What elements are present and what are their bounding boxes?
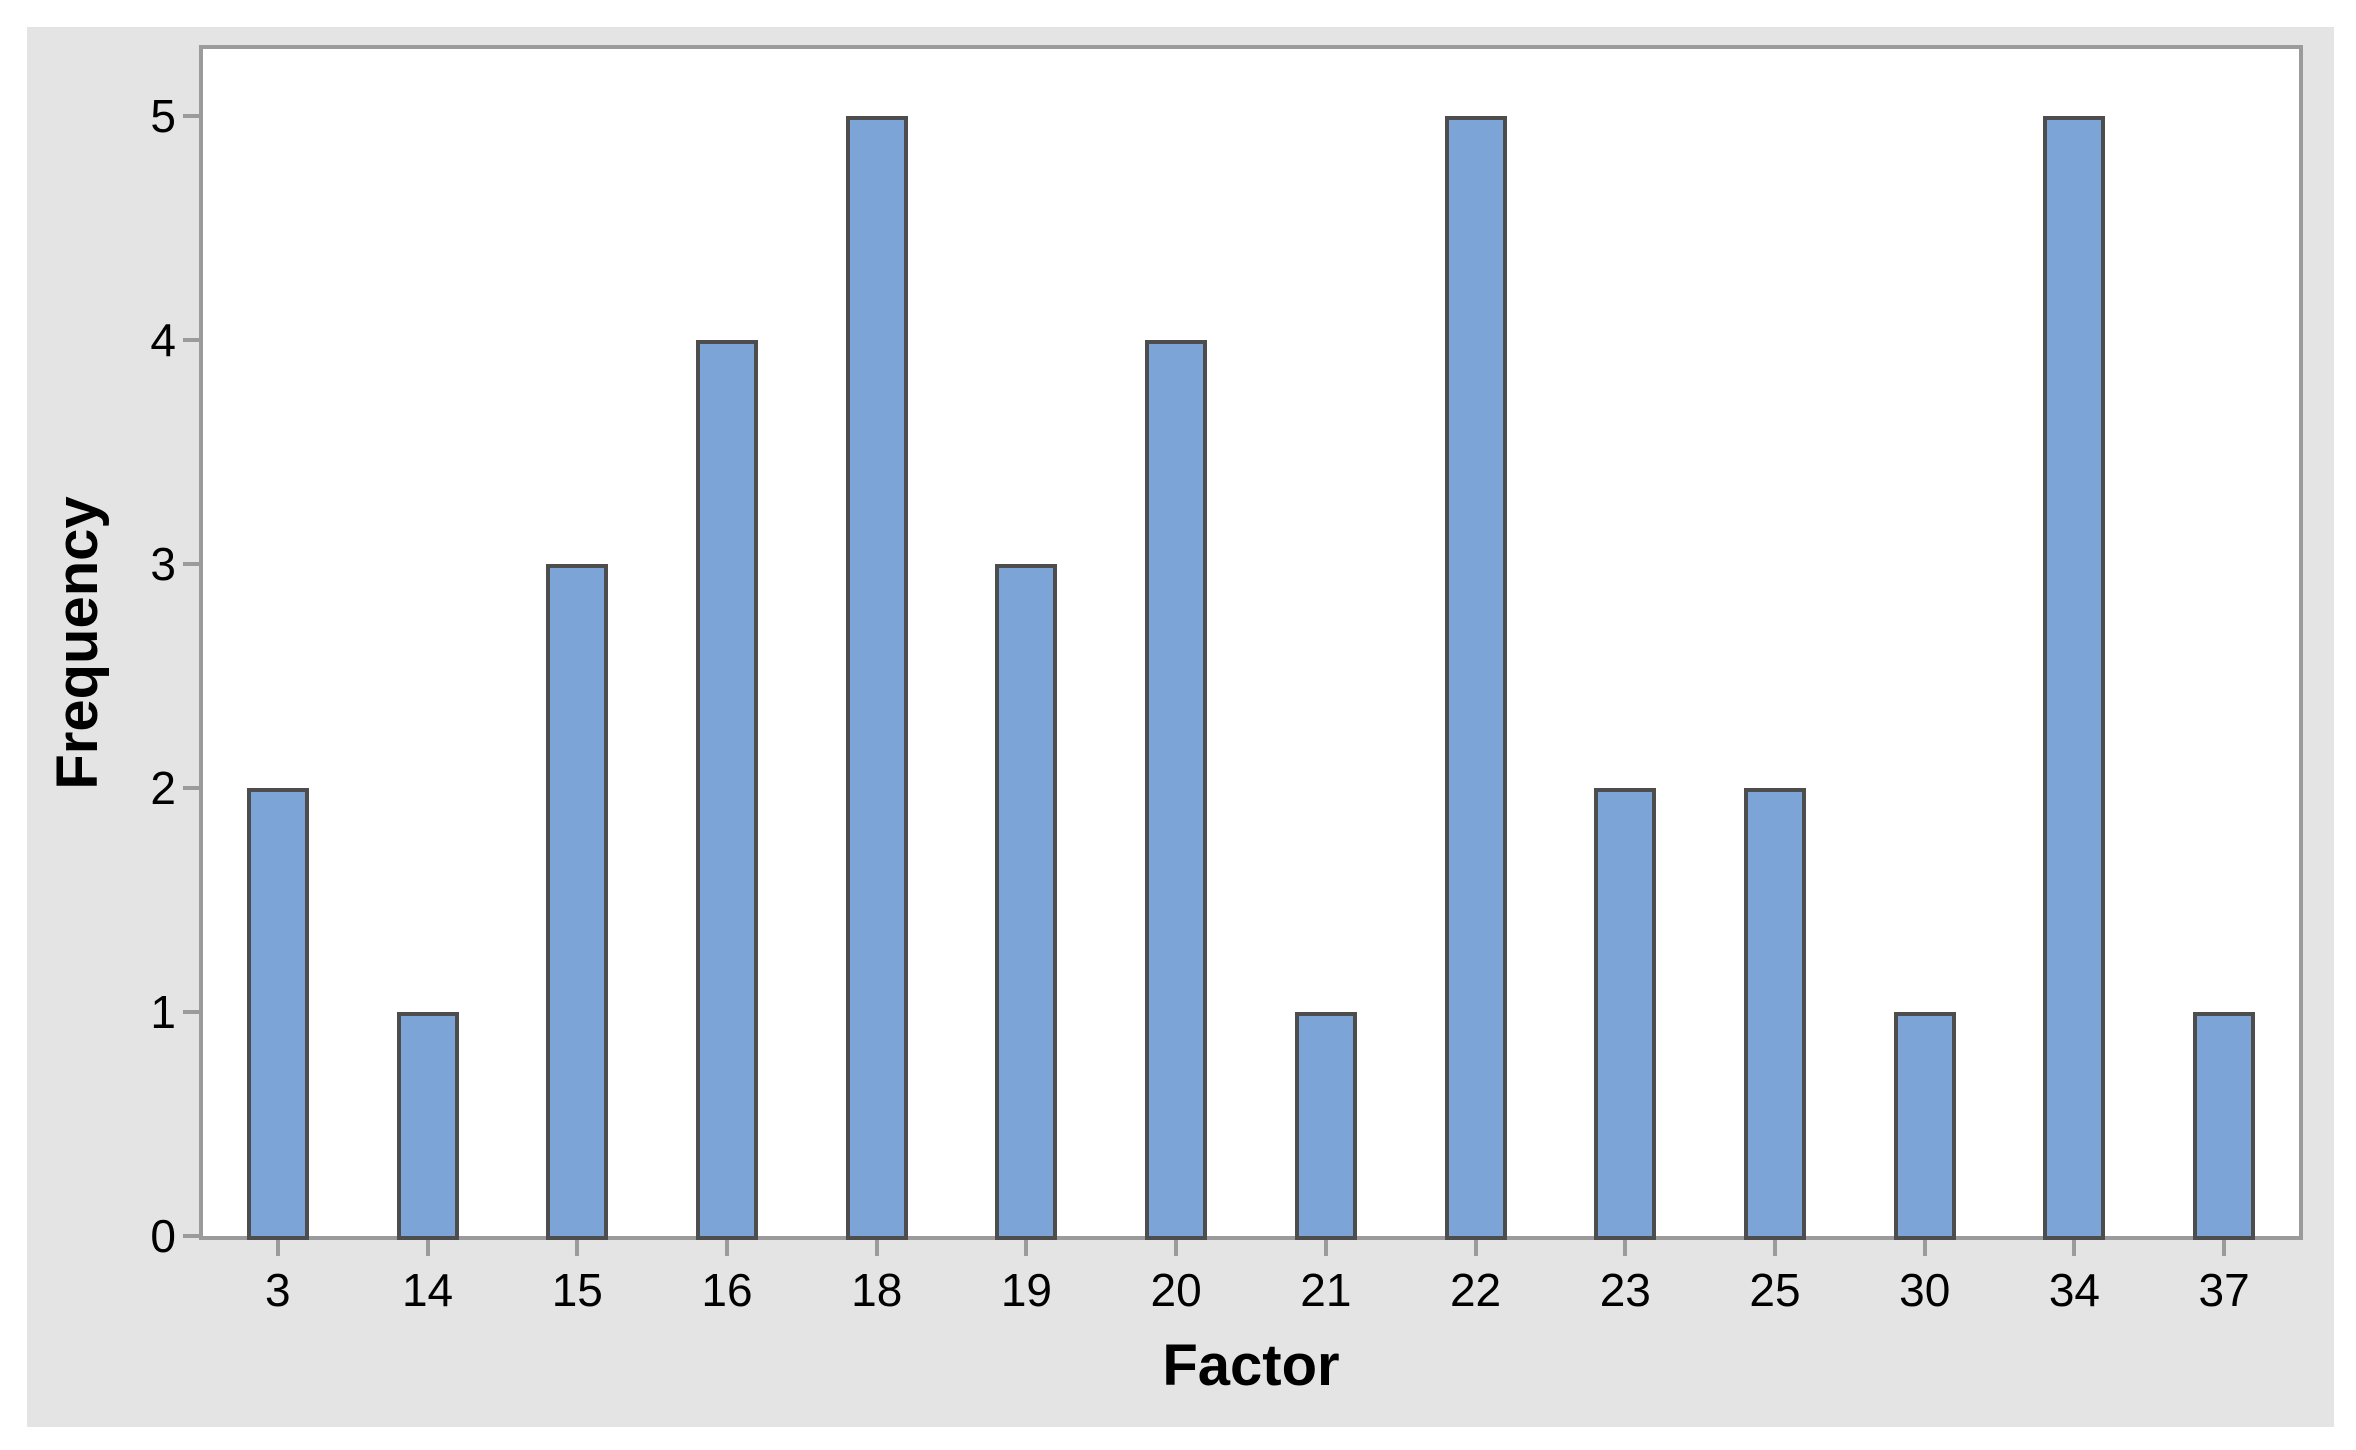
bar — [546, 564, 609, 1240]
x-tick — [1773, 1240, 1777, 1256]
x-tick — [1174, 1240, 1179, 1256]
x-tick — [575, 1240, 580, 1256]
x-tick-label: 23 — [1599, 1264, 1651, 1316]
x-tick — [1922, 1240, 1927, 1256]
y-tick-label: 0 — [150, 1210, 176, 1262]
bar — [1294, 1012, 1357, 1240]
x-tick-label: 30 — [1899, 1264, 1951, 1316]
x-axis-title: Factor — [1162, 1333, 1340, 1398]
bar — [2043, 116, 2106, 1240]
y-tick-label: 4 — [150, 314, 176, 366]
x-tick-label: 37 — [2198, 1264, 2250, 1316]
bar — [396, 1012, 459, 1240]
y-axis-title: Frequency — [45, 496, 110, 790]
bar — [1744, 788, 1806, 1240]
x-tick-label: 19 — [1000, 1264, 1052, 1316]
x-tick-label: 16 — [701, 1264, 753, 1316]
y-tick-label: 1 — [150, 986, 176, 1038]
y-tick — [183, 786, 199, 790]
y-tick-label: 5 — [150, 90, 176, 142]
x-tick — [2072, 1240, 2077, 1256]
y-tick-label: 2 — [150, 762, 176, 814]
x-tick — [1473, 1240, 1478, 1256]
x-tick — [725, 1240, 729, 1256]
bar — [1893, 1012, 1956, 1240]
x-tick-label: 34 — [2048, 1264, 2100, 1316]
y-tick — [183, 562, 199, 566]
x-tick-label: 25 — [1749, 1264, 1801, 1316]
x-tick-label: 3 — [265, 1264, 291, 1316]
y-tick — [183, 1234, 199, 1238]
bar — [1594, 788, 1657, 1240]
y-tick — [183, 1010, 199, 1014]
x-tick-label: 21 — [1300, 1264, 1352, 1316]
bar — [246, 788, 309, 1240]
x-tick — [275, 1240, 280, 1256]
plot-area — [199, 45, 2303, 1240]
x-tick — [2222, 1240, 2227, 1256]
y-tick — [183, 114, 199, 118]
x-tick-label: 18 — [851, 1264, 903, 1316]
bar — [995, 564, 1058, 1240]
bar — [1444, 116, 1507, 1240]
bar — [2193, 1012, 2256, 1240]
x-tick — [874, 1240, 879, 1256]
x-tick — [1024, 1240, 1029, 1256]
x-tick-label: 15 — [551, 1264, 603, 1316]
bar — [1145, 340, 1208, 1240]
x-tick — [425, 1240, 430, 1256]
x-tick — [1623, 1240, 1628, 1256]
bar — [845, 116, 908, 1240]
x-tick-label: 22 — [1449, 1264, 1502, 1316]
y-tick — [183, 338, 199, 342]
y-tick-label: 3 — [150, 538, 176, 590]
x-tick-label: 14 — [401, 1264, 454, 1316]
bar — [696, 340, 758, 1240]
x-tick-label: 20 — [1150, 1264, 1202, 1316]
x-tick — [1323, 1240, 1328, 1256]
